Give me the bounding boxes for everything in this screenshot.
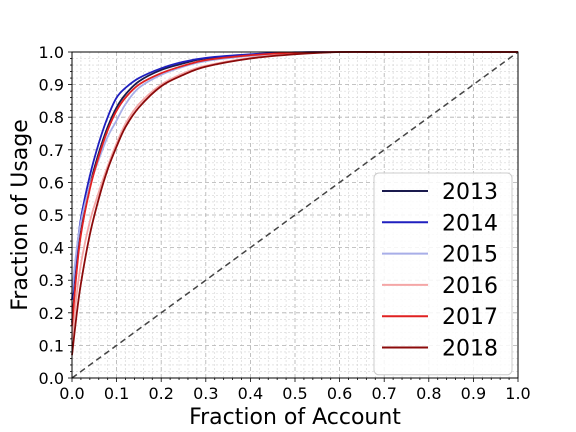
x-tick-label: 0.5 xyxy=(282,384,307,403)
y-tick-label: 0.5 xyxy=(39,206,64,225)
y-tick-label: 0.7 xyxy=(39,141,64,160)
x-tick-label: 0.6 xyxy=(327,384,352,403)
legend-label-2017: 2017 xyxy=(442,305,498,330)
x-axis-title: Fraction of Account xyxy=(189,405,401,430)
y-tick-label: 0.6 xyxy=(39,173,64,192)
legend-label-2014: 2014 xyxy=(442,211,498,236)
reference-diagonal-line xyxy=(71,51,519,379)
legend-label-2016: 2016 xyxy=(442,274,498,299)
y-tick-label: 1.0 xyxy=(39,43,64,62)
x-tick-label: 0.0 xyxy=(59,384,84,403)
y-tick-label: 0.9 xyxy=(39,76,64,95)
x-tick-label: 0.7 xyxy=(371,384,396,403)
y-tick-label: 0.2 xyxy=(39,304,64,323)
x-tick-label: 0.8 xyxy=(416,384,441,403)
y-tick-label: 0.8 xyxy=(39,108,64,127)
x-tick-label: 0.9 xyxy=(461,384,486,403)
legend-label-2015: 2015 xyxy=(442,243,498,268)
y-tick-label: 0.0 xyxy=(39,369,64,388)
x-tick-label: 0.3 xyxy=(193,384,218,403)
legend-box xyxy=(373,172,513,376)
x-tick-label: 0.1 xyxy=(104,384,129,403)
equality-reference-line xyxy=(71,51,519,379)
x-tick-label: 1.0 xyxy=(505,384,530,403)
axis-ticks xyxy=(68,51,519,382)
y-tick-label: 0.3 xyxy=(39,271,64,290)
legend-label-2013: 2013 xyxy=(442,180,498,205)
y-tick-label: 0.4 xyxy=(39,239,64,258)
y-tick-label: 0.1 xyxy=(39,336,64,355)
y-axis-title: Fraction of Usage xyxy=(8,119,33,311)
axis-tick-labels: 0.0 0.1 0.2 0.3 0.4 0.5 0.6 0.7 0.8 0.9 1.0 0.0 0.1 0… xyxy=(39,43,531,403)
legend: 2013 2014 2015 2016 2017 2018 xyxy=(373,172,513,376)
x-tick-label: 0.2 xyxy=(148,384,173,403)
legend-label-2018: 2018 xyxy=(442,337,498,362)
x-tick-label: 0.4 xyxy=(238,384,263,403)
